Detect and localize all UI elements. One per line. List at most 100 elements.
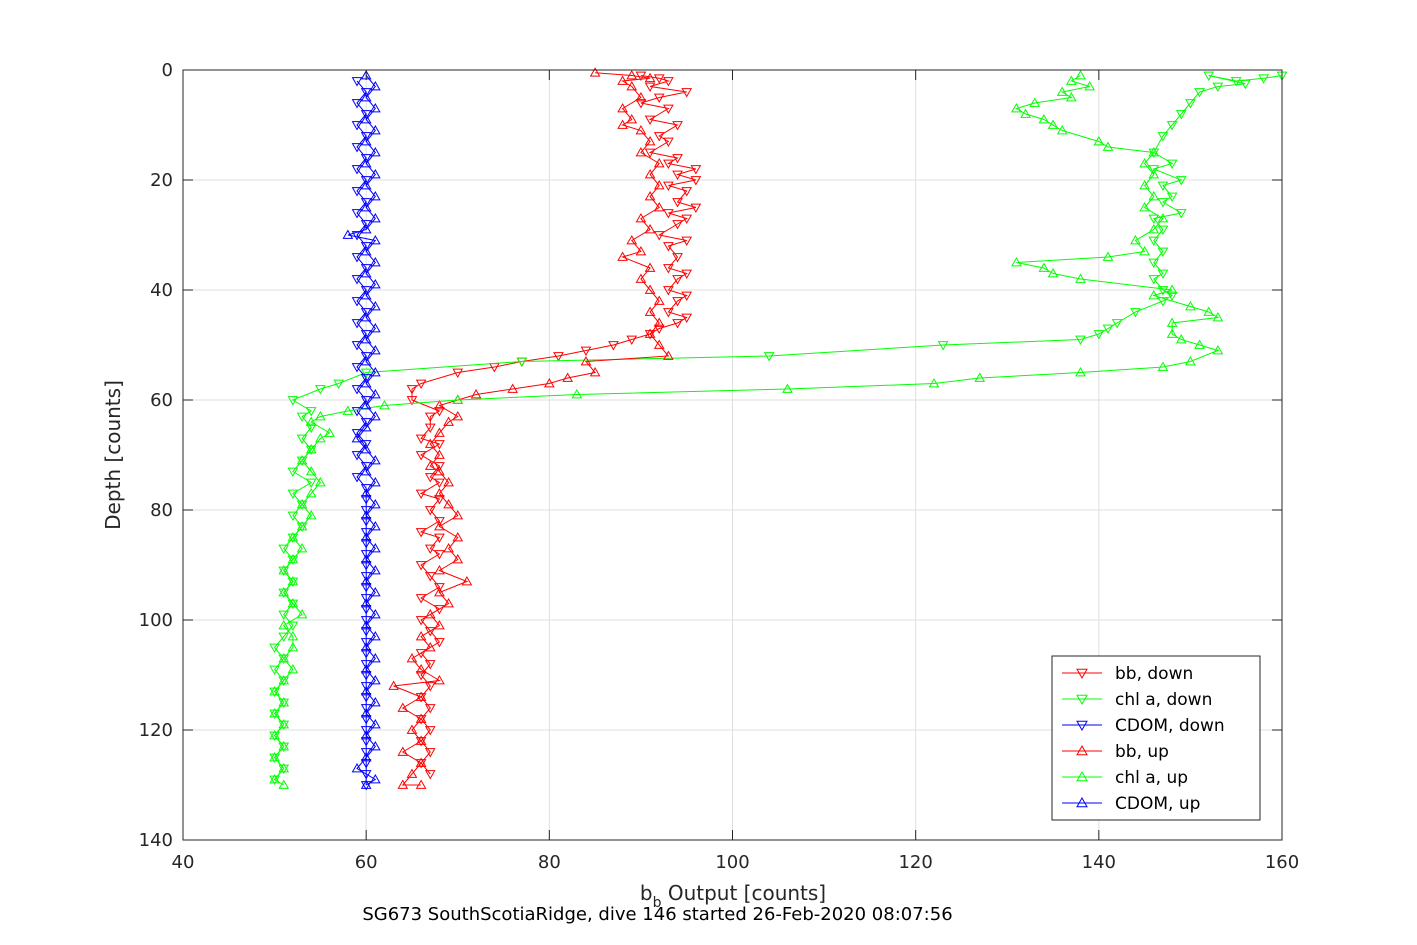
y-tick-label: 0 — [162, 60, 173, 81]
data-point — [424, 506, 436, 516]
data-point — [305, 478, 317, 489]
data-point — [672, 297, 683, 307]
data-point — [1157, 198, 1169, 208]
data-point — [296, 520, 308, 531]
data-point — [461, 575, 473, 586]
legend-swatch-marker — [1076, 744, 1088, 756]
data-point — [452, 553, 464, 564]
data-point — [681, 269, 693, 280]
data-point — [351, 253, 363, 263]
data-point — [424, 608, 436, 619]
data-point — [287, 641, 299, 652]
data-point — [360, 616, 372, 626]
data-point — [1166, 192, 1178, 203]
data-point — [360, 135, 372, 146]
data-point — [635, 124, 647, 135]
data-point — [415, 715, 427, 725]
data-point — [278, 720, 290, 731]
data-point — [424, 641, 436, 652]
legend-label: CDOM, up — [1115, 794, 1200, 814]
data-point — [351, 297, 363, 307]
data-point — [434, 520, 445, 531]
data-point — [415, 735, 427, 745]
data-point — [1148, 165, 1160, 175]
data-point — [434, 407, 445, 417]
data-point — [278, 742, 290, 753]
data-point — [360, 531, 372, 542]
data-point — [690, 165, 702, 175]
data-point — [1148, 223, 1160, 234]
data-point — [269, 753, 280, 764]
data-point — [351, 319, 363, 329]
data-point — [644, 284, 656, 294]
data-point — [635, 99, 647, 109]
data-point — [415, 616, 427, 626]
data-point — [369, 388, 381, 399]
data-point — [443, 416, 454, 426]
data-point — [269, 773, 280, 784]
data-point — [360, 245, 372, 256]
data-point — [672, 121, 683, 131]
data-point — [1111, 319, 1123, 329]
data-point — [278, 619, 290, 630]
data-point — [351, 363, 363, 373]
data-point — [360, 176, 372, 186]
data-point — [1212, 82, 1224, 93]
data-point — [296, 498, 308, 509]
data-point — [1148, 289, 1160, 300]
data-point — [1047, 267, 1059, 278]
data-point — [434, 462, 445, 472]
data-point — [1258, 74, 1270, 84]
data-point — [1139, 179, 1150, 190]
data-point — [1175, 176, 1187, 186]
legend-label: chl a, down — [1115, 690, 1212, 710]
data-point — [653, 93, 665, 104]
data-point — [369, 212, 381, 223]
data-point — [360, 641, 372, 652]
data-point — [360, 693, 372, 703]
data-point — [543, 377, 555, 388]
data-point — [360, 396, 372, 406]
data-point — [278, 762, 290, 773]
data-point — [342, 405, 354, 415]
data-point — [360, 443, 372, 454]
data-point — [369, 168, 381, 179]
data-point — [415, 713, 427, 723]
data-point — [1139, 157, 1150, 168]
data-point — [369, 344, 381, 355]
legend-label: CDOM, down — [1115, 716, 1225, 736]
data-point — [287, 621, 299, 632]
data-point — [287, 599, 299, 610]
data-point — [1139, 201, 1150, 212]
data-point — [360, 682, 372, 692]
legend-swatch-marker — [1076, 694, 1088, 706]
data-point — [663, 77, 674, 87]
data-point — [1157, 132, 1169, 142]
data-point — [443, 498, 454, 509]
data-point — [278, 676, 290, 687]
data-point — [406, 385, 418, 395]
data-point — [388, 680, 400, 690]
data-point — [424, 770, 436, 780]
data-point — [644, 328, 656, 338]
data-point — [415, 434, 427, 445]
legend: bb, down chl a, down CDOM, down bb, up chl a… — [1051, 655, 1261, 821]
data-point — [360, 660, 372, 670]
data-point — [434, 478, 445, 489]
data-point — [369, 256, 381, 267]
data-point — [360, 352, 372, 362]
data-point — [626, 80, 638, 91]
data-point — [1157, 269, 1169, 280]
data-point — [360, 729, 372, 740]
data-point — [1166, 159, 1178, 170]
data-point — [663, 350, 674, 360]
data-point — [360, 759, 372, 769]
data-point — [360, 638, 372, 648]
data-point — [360, 88, 372, 98]
data-point — [415, 757, 427, 767]
data-point — [1157, 212, 1169, 223]
data-point — [269, 687, 280, 698]
data-point — [351, 143, 363, 153]
data-point — [644, 72, 656, 83]
data-point — [1148, 146, 1160, 157]
